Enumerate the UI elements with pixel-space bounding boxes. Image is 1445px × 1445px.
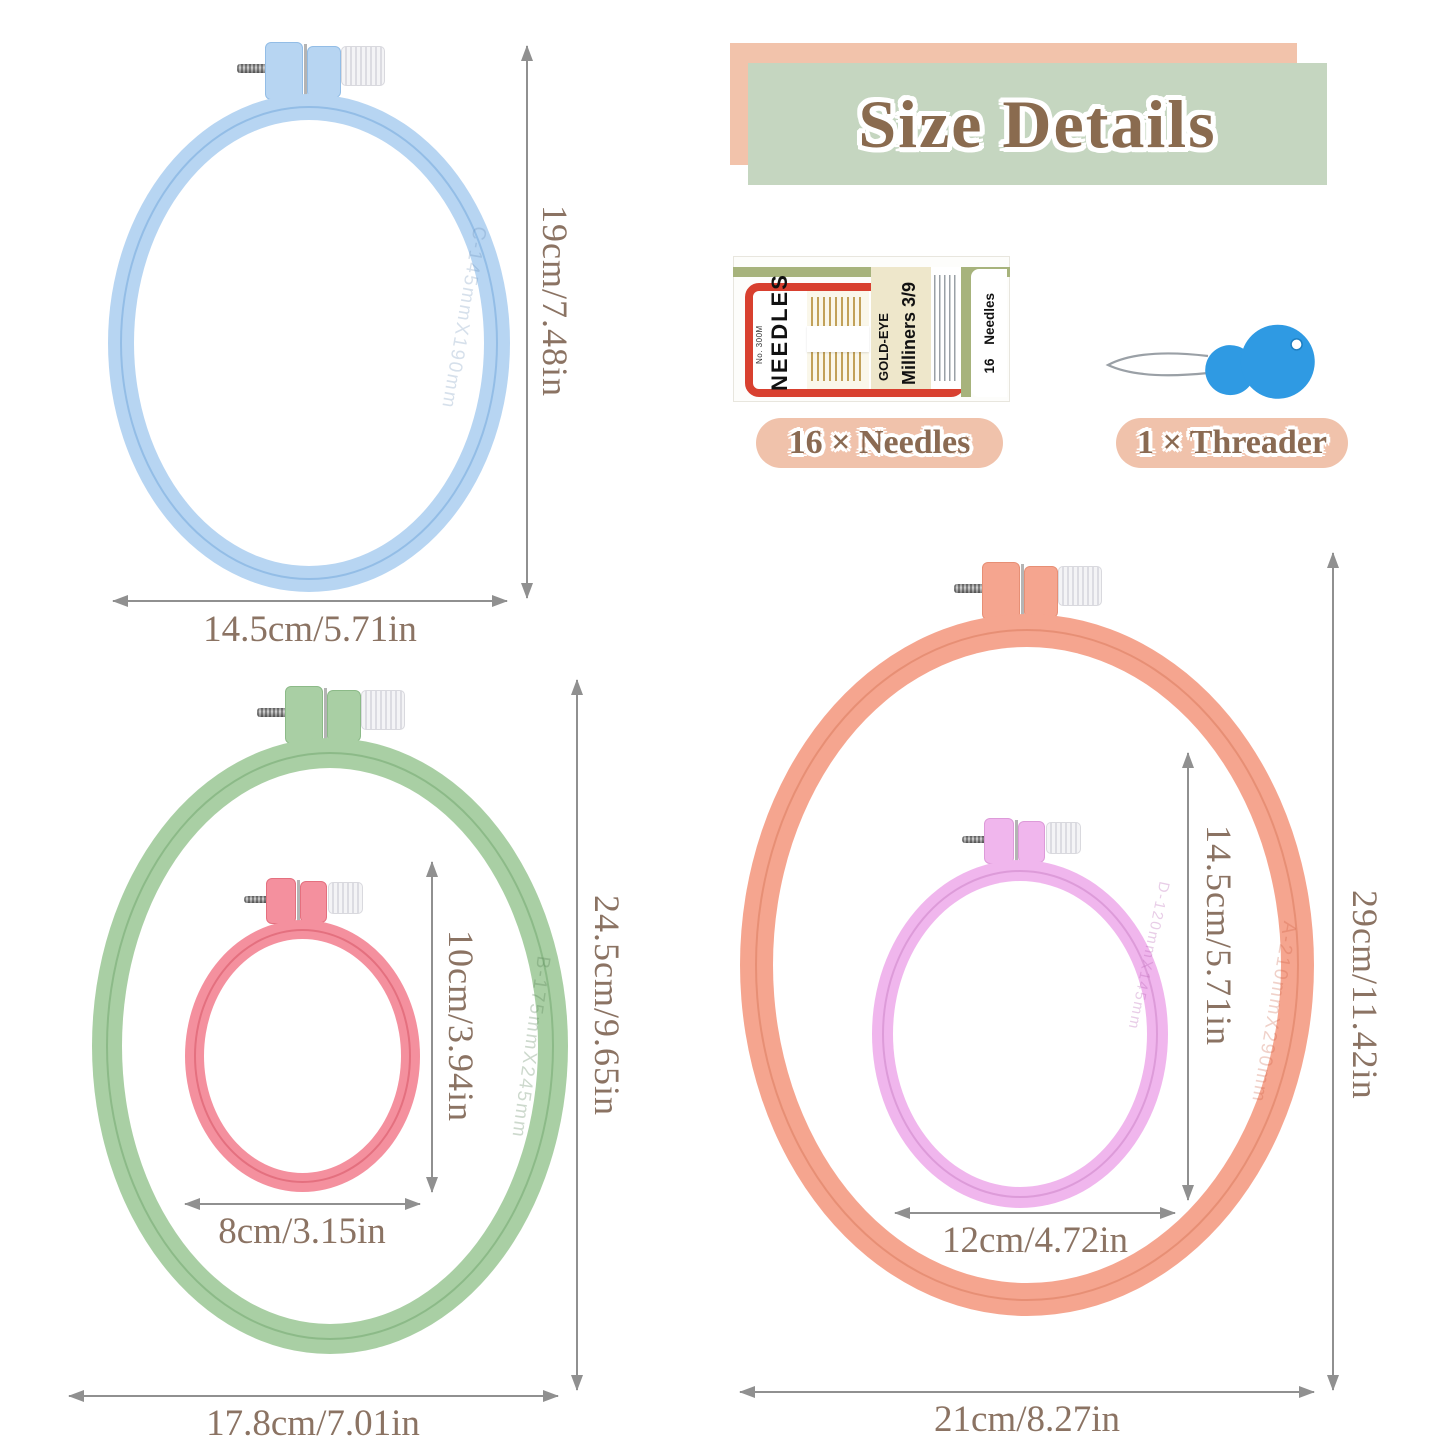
peach-width-label: 21cm/8.27in [933, 1399, 1121, 1440]
hoop-seam [106, 752, 554, 1340]
clamp-post [327, 690, 361, 742]
needle-paper-band [807, 326, 869, 352]
blue-width-arrow [112, 595, 508, 607]
screw-icon [954, 584, 986, 593]
clamp-post [984, 818, 1014, 864]
silver-needles-window [931, 267, 961, 389]
clamp-post [266, 878, 296, 924]
clamp-post [307, 46, 341, 98]
needles-count-text: 16 Needles [981, 292, 997, 374]
wing-nut-icon [1046, 822, 1081, 854]
screw-icon [237, 64, 269, 73]
package-ref-no: No. 300M [755, 325, 764, 364]
orchid-width-arrow [894, 1207, 1176, 1219]
peach-height-label: 29cm/11.42in [1345, 890, 1385, 1100]
threader-icon [1105, 324, 1315, 399]
blue-height-arrow [521, 45, 533, 599]
package-brand-text: NEEDLES [767, 273, 792, 391]
green-height-arrow [571, 679, 583, 1391]
package-cream-panel: GOLD-EYE Milliners 3/9 [871, 267, 931, 389]
blue-height-label: 19cm/7.48in [535, 205, 575, 397]
clamp-gap [304, 44, 307, 98]
pink-width-label: 8cm/3.15in [218, 1211, 386, 1252]
hoop-seam [194, 929, 411, 1183]
hoop-seam [882, 870, 1158, 1198]
orchid-hoop-ring [872, 860, 1168, 1208]
hoop-hole [134, 120, 484, 566]
needles-count-panel: 16 Needles [971, 269, 1007, 397]
wing-nut-icon [328, 882, 363, 914]
pink-hoop-ring [185, 920, 420, 1192]
orchid-width-label: 12cm/4.72in [941, 1220, 1129, 1261]
orchid-height-label: 14.5cm/5.71in [1199, 825, 1239, 1046]
wing-nut-icon [361, 690, 405, 730]
pink-height-label: 10cm/3.94in [441, 930, 481, 1122]
threader-wire-icon [1105, 352, 1209, 377]
peach-height-arrow [1327, 552, 1339, 1391]
hoop-hole [204, 939, 401, 1173]
title-card-green: Size Details [748, 63, 1327, 185]
page-title: Size Details [858, 85, 1217, 162]
peach-hoop-clamp [952, 558, 1102, 620]
green-width-label: 17.8cm/7.01in [206, 1403, 420, 1444]
clamp-post [1018, 821, 1045, 863]
threader-body [1205, 324, 1315, 399]
screw-icon [244, 896, 270, 903]
pink-width-arrow [184, 1198, 421, 1210]
clamp-post [285, 686, 323, 744]
orchid-hoop-clamp [960, 815, 1081, 865]
pink-height-arrow [426, 861, 438, 1193]
clamp-post [265, 42, 303, 100]
orchid-height-arrow [1182, 752, 1194, 1201]
milliners-text: Milliners 3/9 [899, 281, 919, 385]
hoop-seam [120, 106, 498, 580]
green-height-label: 24.5cm/9.65in [587, 895, 627, 1116]
silver-needles-icon [934, 275, 958, 381]
pink-hoop-clamp [242, 875, 363, 925]
gold-eye-text: GOLD-EYE [876, 313, 891, 381]
blue-hoop-clamp [235, 38, 385, 100]
package-olive-stripe-right [961, 267, 971, 397]
hoop-hole [893, 881, 1147, 1187]
needles-badge: 16 × Needles [756, 418, 1003, 468]
gold-needles-window [807, 291, 869, 389]
hoop-seam [755, 629, 1299, 1301]
clamp-post [300, 881, 327, 923]
needles-package: No. 300M NEEDLES GOLD-EYE Milliners 3/9 … [733, 256, 1010, 402]
blue-hoop-ring [108, 94, 510, 592]
screw-icon [962, 836, 988, 843]
blue-width-label: 14.5cm/5.71in [203, 609, 417, 650]
clamp-post [1024, 566, 1058, 618]
clamp-gap [297, 880, 300, 923]
clamp-gap [324, 688, 327, 742]
threader-badge: 1 × Threader [1116, 418, 1348, 468]
clamp-gap [1015, 820, 1018, 863]
green-hoop-clamp [255, 682, 405, 744]
peach-width-arrow [739, 1386, 1315, 1398]
threader-hole [1290, 338, 1303, 351]
green-width-arrow [68, 1390, 559, 1402]
clamp-post [982, 562, 1020, 620]
clamp-gap [1021, 564, 1024, 618]
wing-nut-icon [341, 46, 385, 86]
screw-icon [257, 708, 289, 717]
wing-nut-icon [1058, 566, 1102, 606]
